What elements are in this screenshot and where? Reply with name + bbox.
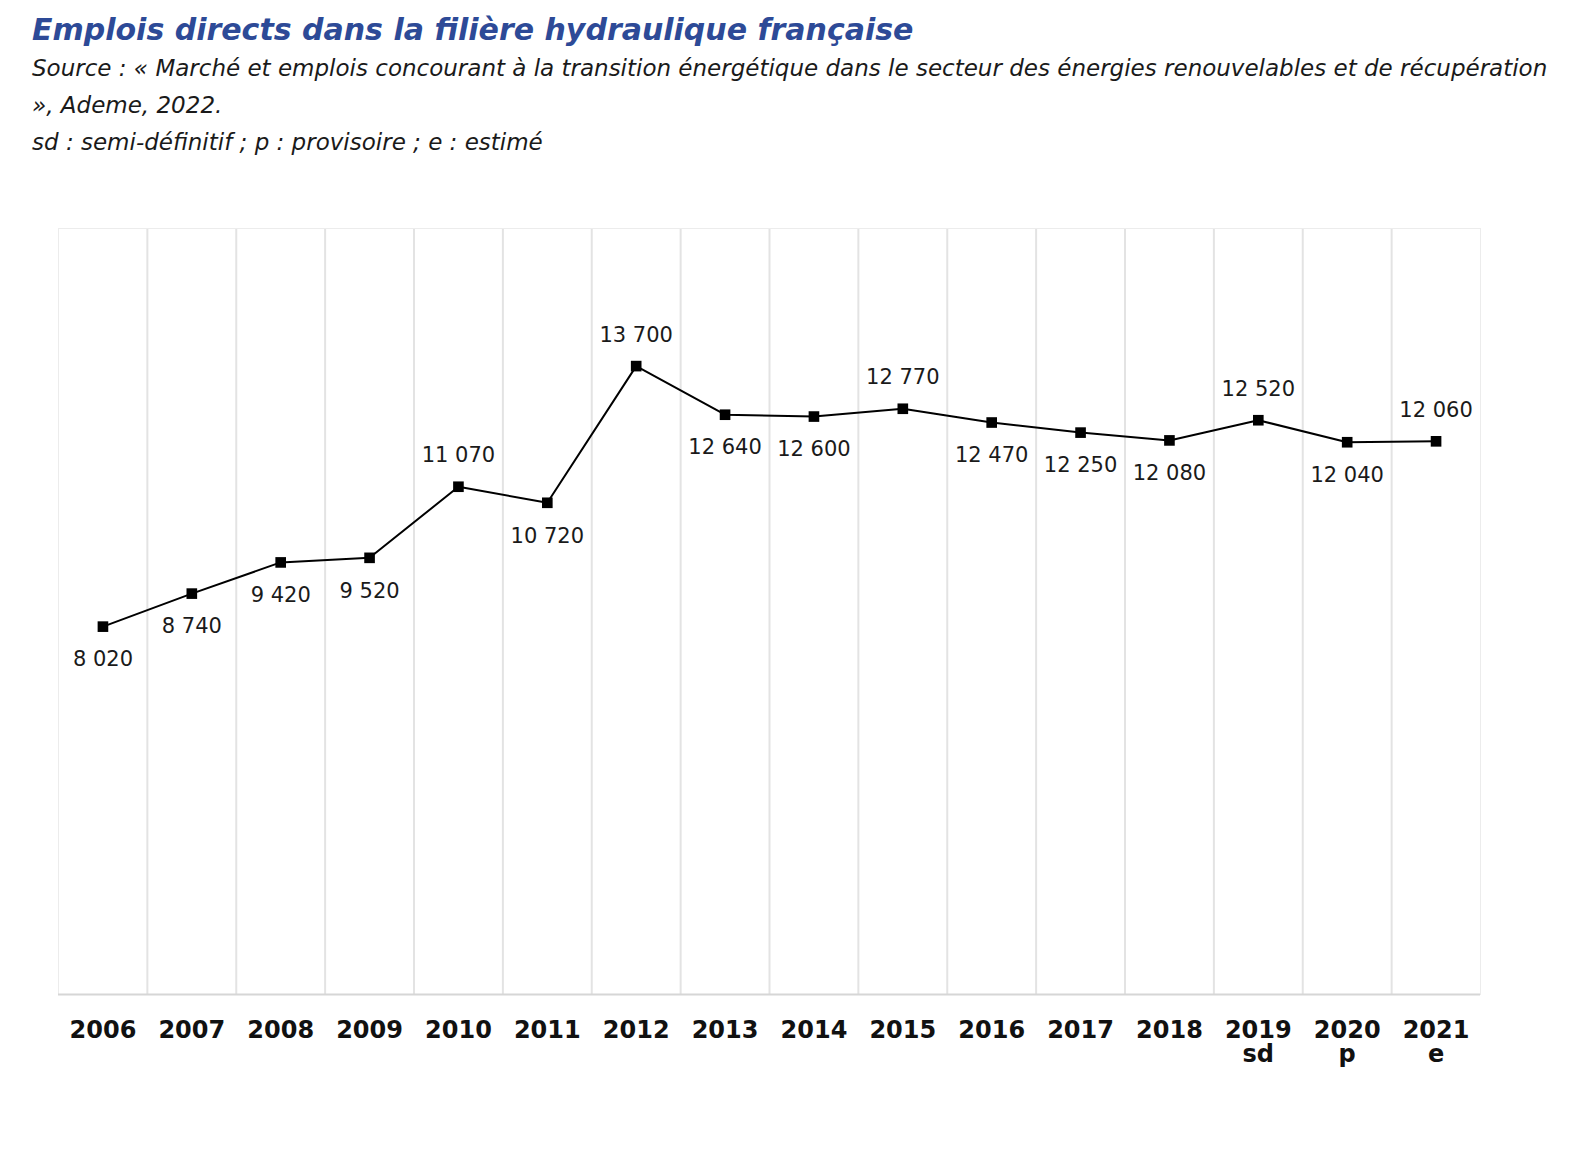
svg-text:2016: 2016: [958, 1016, 1025, 1044]
svg-text:2007: 2007: [158, 1016, 225, 1044]
svg-text:9 520: 9 520: [340, 579, 400, 603]
svg-text:2019sd: 2019sd: [1225, 1016, 1292, 1068]
svg-text:9 420: 9 420: [251, 583, 311, 607]
html-text:sd : semi-définitif ; p : prov: sd : semi-définitif ; p : provisoire ; e…: [32, 129, 543, 155]
svg-text:2015: 2015: [869, 1016, 936, 1044]
svg-text:8 740: 8 740: [162, 614, 222, 638]
html-text:Emplois directs dans la filièr: Emplois directs dans la filière hydrauli…: [32, 12, 914, 47]
svg-text:12 060: 12 060: [1399, 398, 1472, 422]
svg-text:2020p: 2020p: [1314, 1016, 1381, 1068]
svg-text:2018: 2018: [1136, 1016, 1203, 1044]
svg-text:12 600: 12 600: [777, 437, 850, 461]
svg-text:12 640: 12 640: [688, 435, 761, 459]
svg-text:12 250: 12 250: [1044, 453, 1117, 477]
html-text:Source : « Marché et emplois c: Source : « Marché et emplois concourant …: [32, 55, 1548, 118]
svg-text:2009: 2009: [336, 1016, 403, 1044]
svg-text:12 520: 12 520: [1222, 377, 1295, 401]
svg-text:12 080: 12 080: [1133, 461, 1206, 485]
svg-text:13 700: 13 700: [599, 323, 672, 347]
svg-text:12 040: 12 040: [1310, 463, 1383, 487]
svg-text:12 470: 12 470: [955, 443, 1028, 467]
svg-text:2010: 2010: [425, 1016, 492, 1044]
svg-text:2014: 2014: [781, 1016, 848, 1044]
svg-text:11 070: 11 070: [422, 443, 495, 467]
svg-text:2006: 2006: [70, 1016, 137, 1044]
svg-text:10 720: 10 720: [511, 524, 584, 548]
svg-text:12 770: 12 770: [866, 365, 939, 389]
svg-text:2021e: 2021e: [1403, 1016, 1470, 1068]
svg-text:2011: 2011: [514, 1016, 581, 1044]
svg-text:8 020: 8 020: [73, 647, 133, 671]
svg-text:2013: 2013: [692, 1016, 759, 1044]
svg-text:2008: 2008: [247, 1016, 314, 1044]
svg-text:2017: 2017: [1047, 1016, 1114, 1044]
svg-text:2012: 2012: [603, 1016, 670, 1044]
